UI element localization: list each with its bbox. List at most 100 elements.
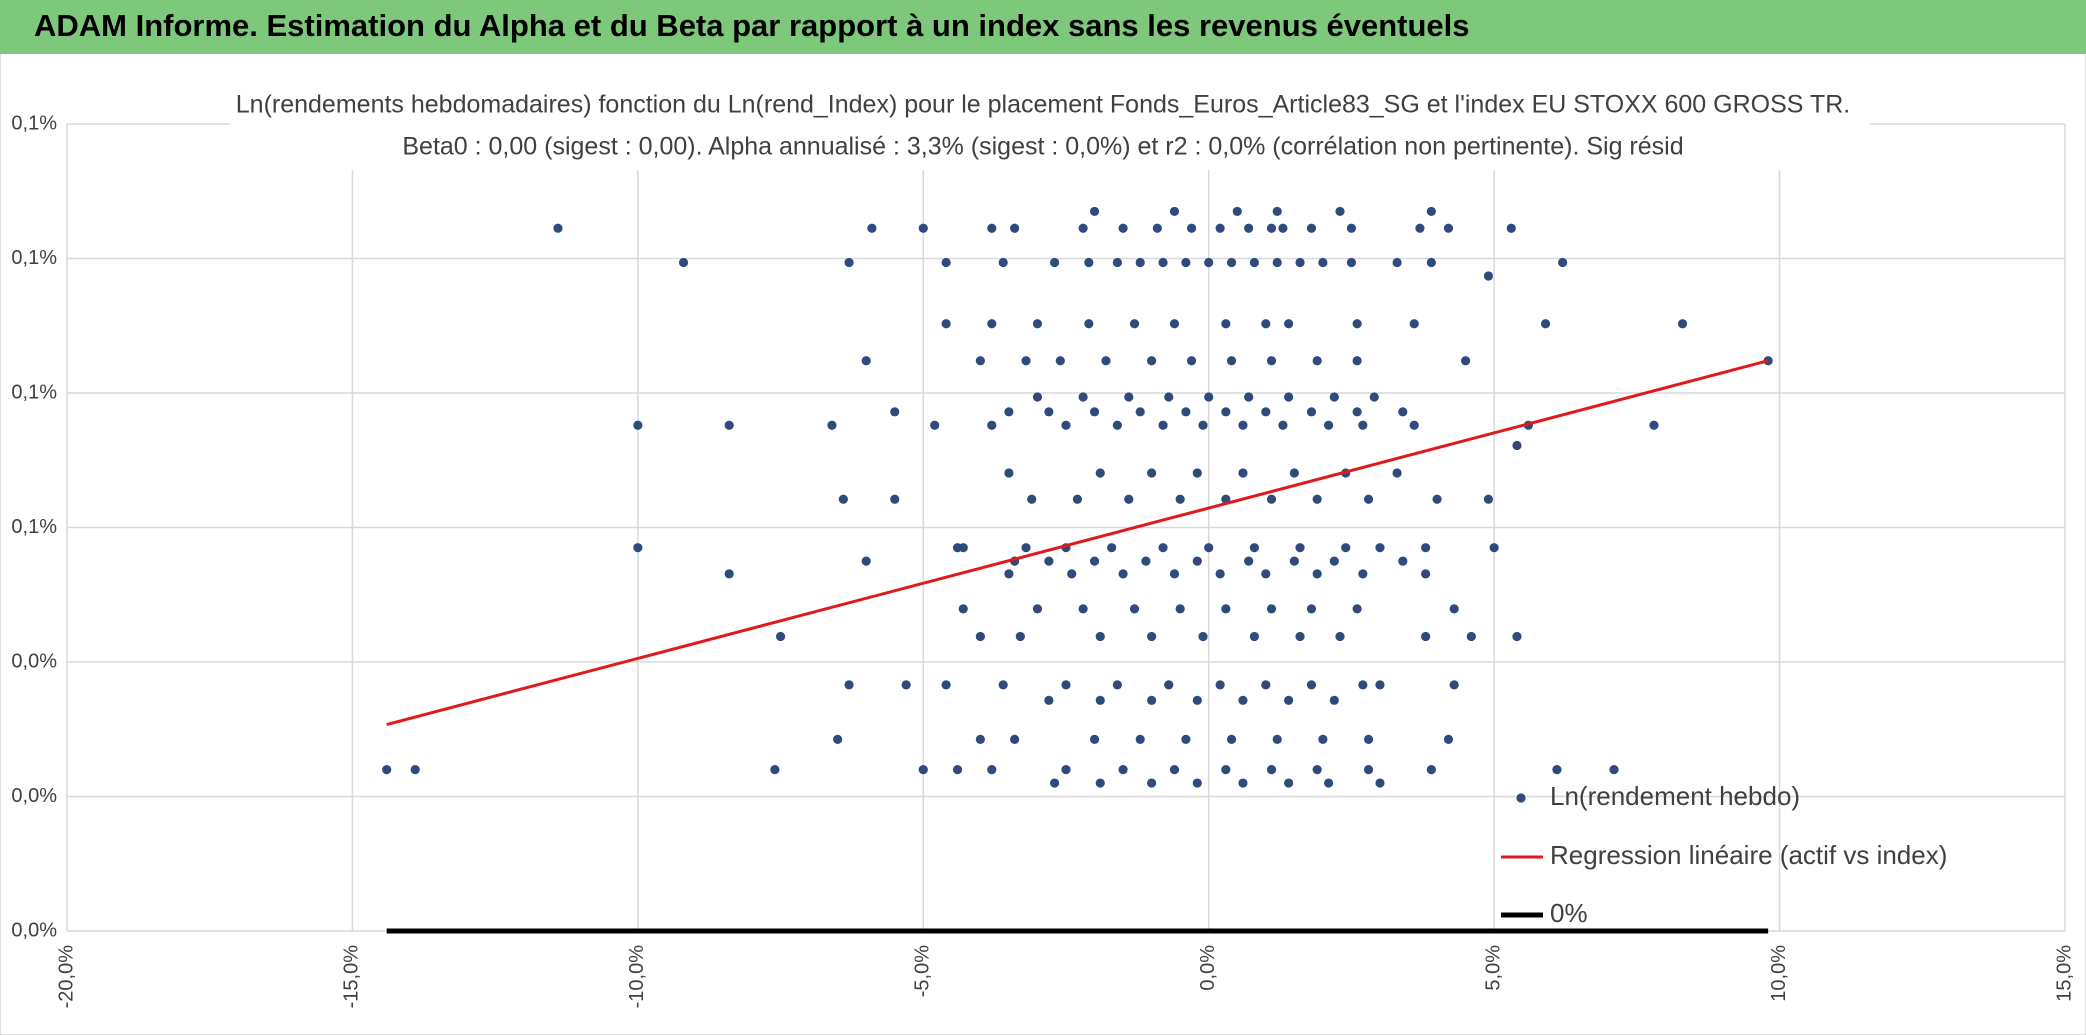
point <box>833 734 843 744</box>
x-tick-label: 10,0% <box>1768 945 1790 1002</box>
line <box>386 359 1769 726</box>
point <box>1204 392 1214 402</box>
point <box>918 765 928 775</box>
point <box>1443 223 1454 233</box>
point <box>1512 631 1522 642</box>
point <box>1238 778 1248 788</box>
y-tick-label: 0,0% <box>11 919 57 941</box>
point <box>1358 420 1368 430</box>
point <box>1147 695 1157 705</box>
point <box>1147 631 1157 642</box>
point <box>1181 734 1191 744</box>
point <box>987 223 997 233</box>
point <box>1010 223 1020 233</box>
point <box>861 356 871 366</box>
point <box>1352 356 1362 366</box>
point <box>1221 604 1231 614</box>
point <box>1198 631 1208 642</box>
point <box>975 734 985 744</box>
point <box>1552 765 1562 775</box>
point <box>1266 765 1277 775</box>
point <box>1466 631 1476 642</box>
point <box>890 494 900 504</box>
x-tick-label: -5,0% <box>912 945 934 997</box>
point <box>1398 556 1408 566</box>
point <box>1112 257 1122 268</box>
point <box>918 223 928 233</box>
point <box>1049 257 1060 268</box>
point <box>1061 420 1071 430</box>
point <box>1278 223 1288 233</box>
point <box>1449 680 1459 690</box>
point <box>941 680 951 690</box>
point <box>1272 734 1282 744</box>
point <box>1358 680 1368 690</box>
point <box>1609 765 1619 775</box>
point <box>1021 356 1031 366</box>
point <box>1346 257 1357 268</box>
point <box>987 319 997 329</box>
x-tick-label: 0,0% <box>1197 945 1219 991</box>
point <box>901 680 911 690</box>
point <box>1249 543 1259 553</box>
point <box>1186 356 1197 366</box>
point <box>941 319 951 329</box>
point <box>724 569 734 579</box>
banner-title: ADAM Informe. Estimation du Alpha et du … <box>34 8 1470 43</box>
point <box>1352 319 1362 329</box>
point <box>633 543 643 553</box>
point <box>1112 420 1122 430</box>
point <box>1129 319 1140 329</box>
point <box>1244 556 1254 566</box>
y-tick-label: 0,0% <box>11 650 57 672</box>
point <box>1432 494 1442 504</box>
point <box>1118 223 1128 233</box>
point <box>1278 420 1288 430</box>
point <box>1118 569 1128 579</box>
point <box>1266 494 1277 504</box>
point <box>1175 494 1185 504</box>
point <box>1238 695 1248 705</box>
point <box>770 765 780 775</box>
point <box>1306 604 1317 614</box>
x-tick-label: -20,0% <box>55 945 77 1009</box>
point <box>1089 206 1100 217</box>
x-tick-label: 15,0% <box>2053 945 2075 1002</box>
point <box>1677 319 1688 329</box>
point <box>1221 319 1231 329</box>
point <box>1249 631 1259 642</box>
point <box>1181 407 1191 417</box>
point <box>1261 680 1271 690</box>
point <box>1421 569 1431 579</box>
chart-title: Ln(rendements hebdomadaires) fonction du… <box>236 91 1850 119</box>
point <box>1284 695 1294 705</box>
point <box>1306 223 1317 233</box>
point <box>1044 556 1054 566</box>
point <box>1421 543 1431 553</box>
point <box>1512 440 1522 451</box>
point <box>1426 765 1436 775</box>
point <box>1238 468 1248 478</box>
point <box>930 420 940 430</box>
point <box>987 765 997 775</box>
point <box>1449 604 1459 614</box>
point <box>1169 569 1180 579</box>
point <box>952 543 963 553</box>
point <box>1506 223 1516 233</box>
point <box>838 494 848 504</box>
point <box>1004 569 1014 579</box>
point <box>1329 695 1339 705</box>
point <box>1306 407 1317 417</box>
point <box>1089 734 1100 744</box>
point <box>1244 223 1254 233</box>
point <box>1095 631 1105 642</box>
point <box>867 223 877 233</box>
point <box>1312 765 1322 775</box>
point <box>1215 680 1225 690</box>
banner <box>0 0 2086 54</box>
point <box>1289 468 1299 478</box>
point <box>1169 765 1180 775</box>
point <box>1323 778 1334 788</box>
point <box>1266 356 1277 366</box>
